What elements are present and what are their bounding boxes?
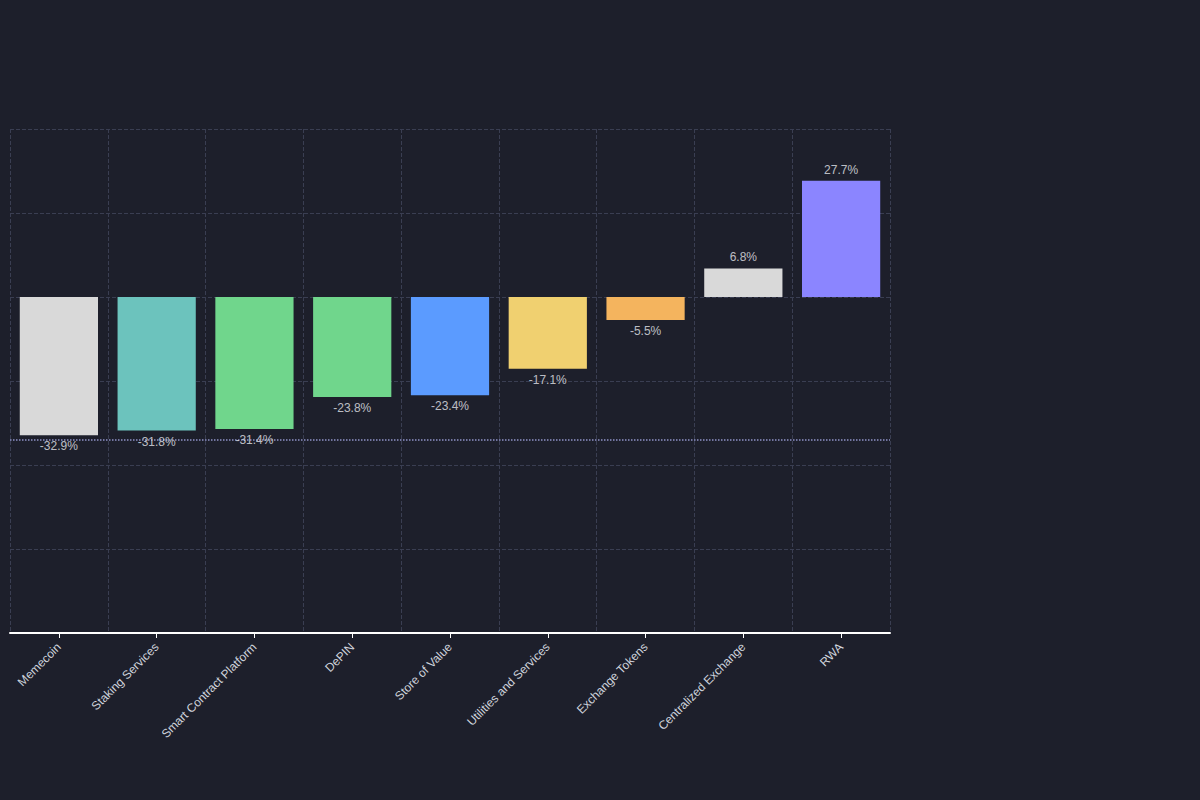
svg-text:DePIN: DePIN — [322, 640, 357, 675]
svg-text:27.7%: 27.7% — [824, 163, 858, 177]
svg-text:Smart Contract Platform: Smart Contract Platform — [159, 640, 260, 741]
svg-text:RWA: RWA — [817, 640, 846, 669]
svg-text:Memecoin: Memecoin — [15, 640, 64, 689]
svg-text:Utilities and Services: Utilities and Services — [464, 640, 553, 729]
svg-text:-17.1%: -17.1% — [529, 373, 567, 387]
svg-text:-31.8%: -31.8% — [138, 435, 176, 449]
svg-text:-23.8%: -23.8% — [333, 401, 371, 415]
svg-text:-32.9%: -32.9% — [40, 439, 78, 453]
svg-text:Store of Value: Store of Value — [392, 640, 455, 703]
svg-text:-5.5%: -5.5% — [630, 324, 662, 338]
svg-text:-31.4%: -31.4% — [235, 433, 273, 447]
svg-text:Staking Services: Staking Services — [89, 640, 162, 713]
svg-text:Centralized Exchange: Centralized Exchange — [655, 640, 748, 733]
svg-text:Exchange Tokens: Exchange Tokens — [574, 640, 651, 717]
svg-text:-23.4%: -23.4% — [431, 399, 469, 413]
svg-text:6.8%: 6.8% — [730, 250, 758, 264]
